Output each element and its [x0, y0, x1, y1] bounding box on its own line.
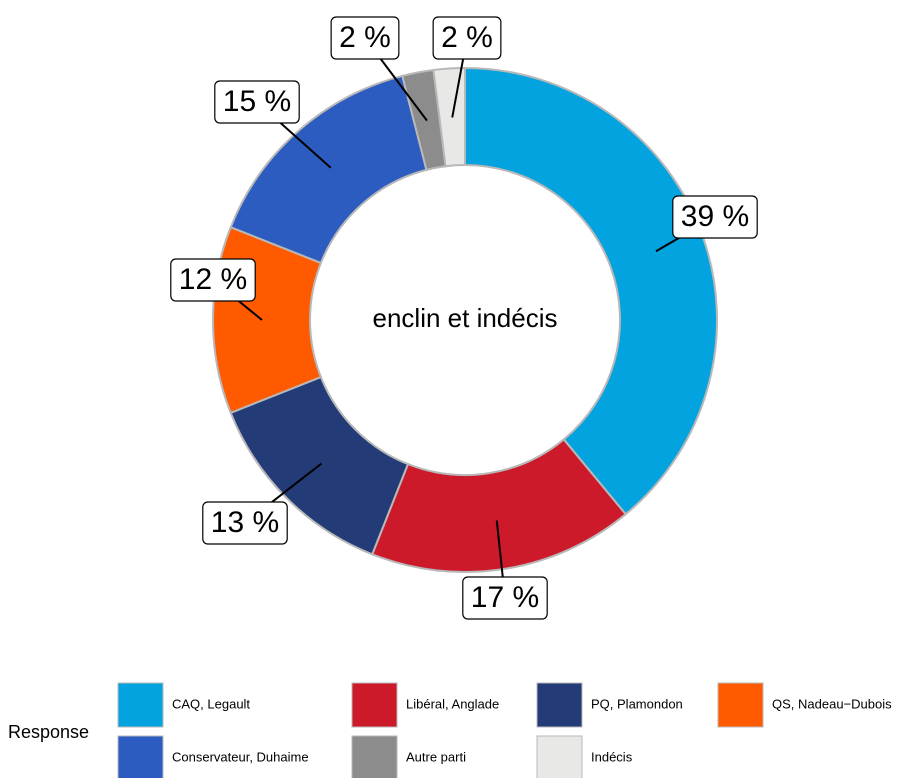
value-label: 13 % [211, 506, 279, 539]
donut-slice [370, 438, 628, 573]
legend-swatch [351, 735, 398, 778]
legend-label: Libéral, Anglade [406, 696, 499, 711]
legend-swatch [117, 735, 164, 778]
value-label: 2 % [441, 21, 493, 54]
label-box [202, 501, 288, 545]
legend-swatch [536, 682, 583, 728]
legend-label: QS, Nadeau−Dubois [772, 696, 892, 711]
label-box [170, 258, 256, 302]
label-box [214, 80, 300, 124]
label-box [462, 576, 548, 620]
legend-swatch [536, 735, 583, 778]
label-box [330, 16, 400, 60]
value-label: 39 % [681, 200, 749, 233]
value-label: 12 % [179, 263, 247, 296]
center-label: enclin et indécis [373, 303, 558, 333]
legend-swatch [351, 682, 398, 728]
value-label: 2 % [339, 21, 391, 54]
legend-label: CAQ, Legault [172, 696, 250, 711]
value-label: 15 % [223, 85, 291, 118]
legend-swatch [717, 682, 764, 728]
legend-label: Indécis [591, 749, 633, 764]
value-label: 17 % [471, 581, 539, 614]
legend-label: Autre parti [406, 749, 466, 764]
legend-label: PQ, Plamondon [591, 696, 683, 711]
legend-swatch [117, 682, 164, 728]
legend-label: Conservateur, Duhaime [172, 749, 309, 764]
label-box [672, 195, 758, 239]
donut-slice [464, 66, 718, 516]
label-box [432, 16, 502, 60]
legend-title: Response [8, 722, 89, 742]
